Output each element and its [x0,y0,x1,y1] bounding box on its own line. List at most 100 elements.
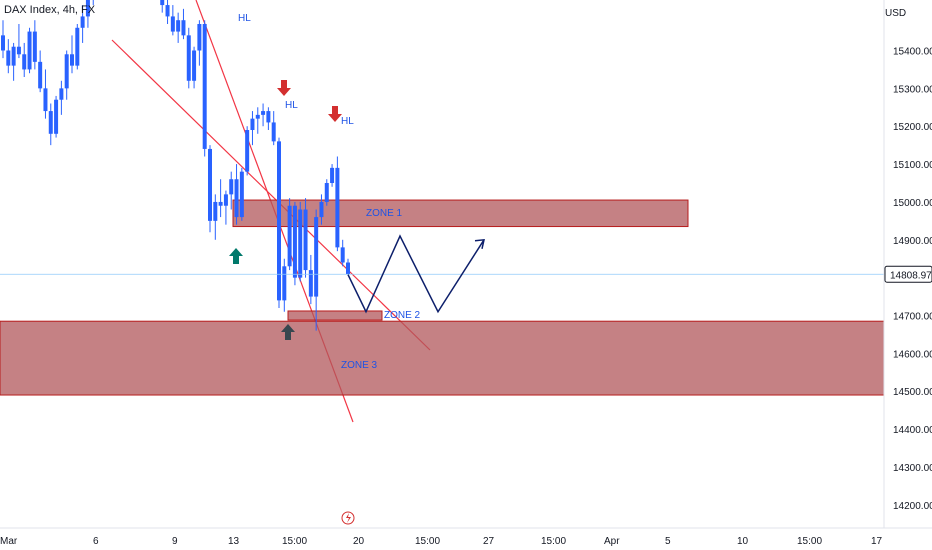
candle-body [11,46,16,66]
candle-body [277,141,281,301]
x-tick-label: 6 [93,536,99,547]
candle-body [314,217,319,297]
candle-body [303,209,308,271]
candle-body [80,16,85,28]
candle-body [324,183,329,202]
y-tick-label: 15300.00 [893,84,932,95]
channel-line-1 [111,39,431,351]
zone-1-label: ZONE 1 [366,208,403,219]
candle-body [165,5,170,17]
chart-title: DAX Index, 4h, FX [4,4,96,16]
candle-body [239,171,244,218]
low-arrow-icon [281,324,295,340]
candle-body [64,54,69,89]
candle-body [192,50,197,81]
x-tick-label: 9 [172,536,178,547]
candle-body [70,54,74,66]
candle-body [213,201,218,221]
forecast-path [347,234,485,314]
candle-body [340,247,345,263]
x-tick-label: 15:00 [541,536,566,547]
price-tag-label: 14808.97 [890,270,932,281]
y-tick-label: 15100.00 [893,160,932,171]
forecast-arrowhead [474,238,485,249]
lightning-bolt [346,513,351,523]
candle-body [335,167,340,248]
candle-body [261,111,266,115]
price-tag-box [884,265,932,283]
x-tick-label: 27 [483,536,495,547]
candle-body [85,0,90,17]
x-tick-label: Mar [0,536,18,547]
candle-body [59,88,64,100]
candle-body [346,262,350,275]
candle-body [319,201,324,218]
x-tick-label: Apr [604,536,620,547]
x-tick-label: 15:00 [415,536,440,547]
y-tick-label: 14500.00 [893,387,932,398]
y-tick-label: 15000.00 [893,198,932,209]
candle-body [287,205,292,267]
buy-arrow-icon [229,248,243,264]
y-tick-label: 15400.00 [893,47,932,58]
candle-body [186,35,191,81]
annotation-hl-3: HL [341,116,354,127]
candle-body [75,27,80,66]
annotation-hl-1: HL [238,13,251,24]
y-tick-label: 14200.00 [893,501,932,512]
candle-body [197,23,202,51]
candle-body [160,0,165,6]
candle-body [218,201,223,206]
candle-body [308,270,313,297]
zone-2-label: ZONE 2 [384,310,421,321]
zone-1-box [232,199,689,228]
candle-body [298,209,303,278]
candle-body [181,20,186,36]
candle-body [6,50,11,66]
zone-2-box [287,310,383,321]
sell-arrow-2-icon [328,106,342,122]
x-tick-label: 20 [353,536,365,547]
candle-body [250,118,255,131]
candle-body [176,20,181,32]
y-tick-label: 14300.00 [893,463,932,474]
candle-body [255,114,260,119]
candle-body [27,31,32,70]
x-tick-label: 5 [665,536,671,547]
candle-body [54,99,59,134]
currency-label: USD [885,8,907,19]
annotation-hl-2: HL [285,100,298,111]
candle-body [43,88,48,112]
x-tick-label: 10 [737,536,749,547]
candle-body [38,61,43,89]
candle-body [330,167,335,184]
x-tick-label: 13 [228,536,240,547]
lightning-icon [341,511,355,525]
x-tick-label: 17 [871,536,883,547]
candle-body [32,31,37,62]
candle-body [282,266,287,301]
candle-body [208,148,212,221]
x-tick-label: 15:00 [797,536,822,547]
candle-body [229,179,234,195]
y-tick-label: 14700.00 [893,312,932,323]
y-tick-label: 14600.00 [893,349,932,360]
candle-body [292,205,297,278]
candle-body [202,23,207,149]
y-tick-label: 14400.00 [893,425,932,436]
candle-body [271,122,276,142]
candle-body [22,54,27,70]
y-tick-label: 15200.00 [893,122,932,133]
candle-body [1,35,5,51]
candle-body [16,46,21,55]
candle-body [170,16,175,32]
sell-arrow-1-icon [277,80,291,96]
candle-body [234,179,239,218]
y-tick-label: 14900.00 [893,236,932,247]
zone-3-label: ZONE 3 [341,360,378,371]
x-tick-label: 15:00 [282,536,307,547]
zone-3-box [0,320,885,396]
candle-body [245,130,250,172]
